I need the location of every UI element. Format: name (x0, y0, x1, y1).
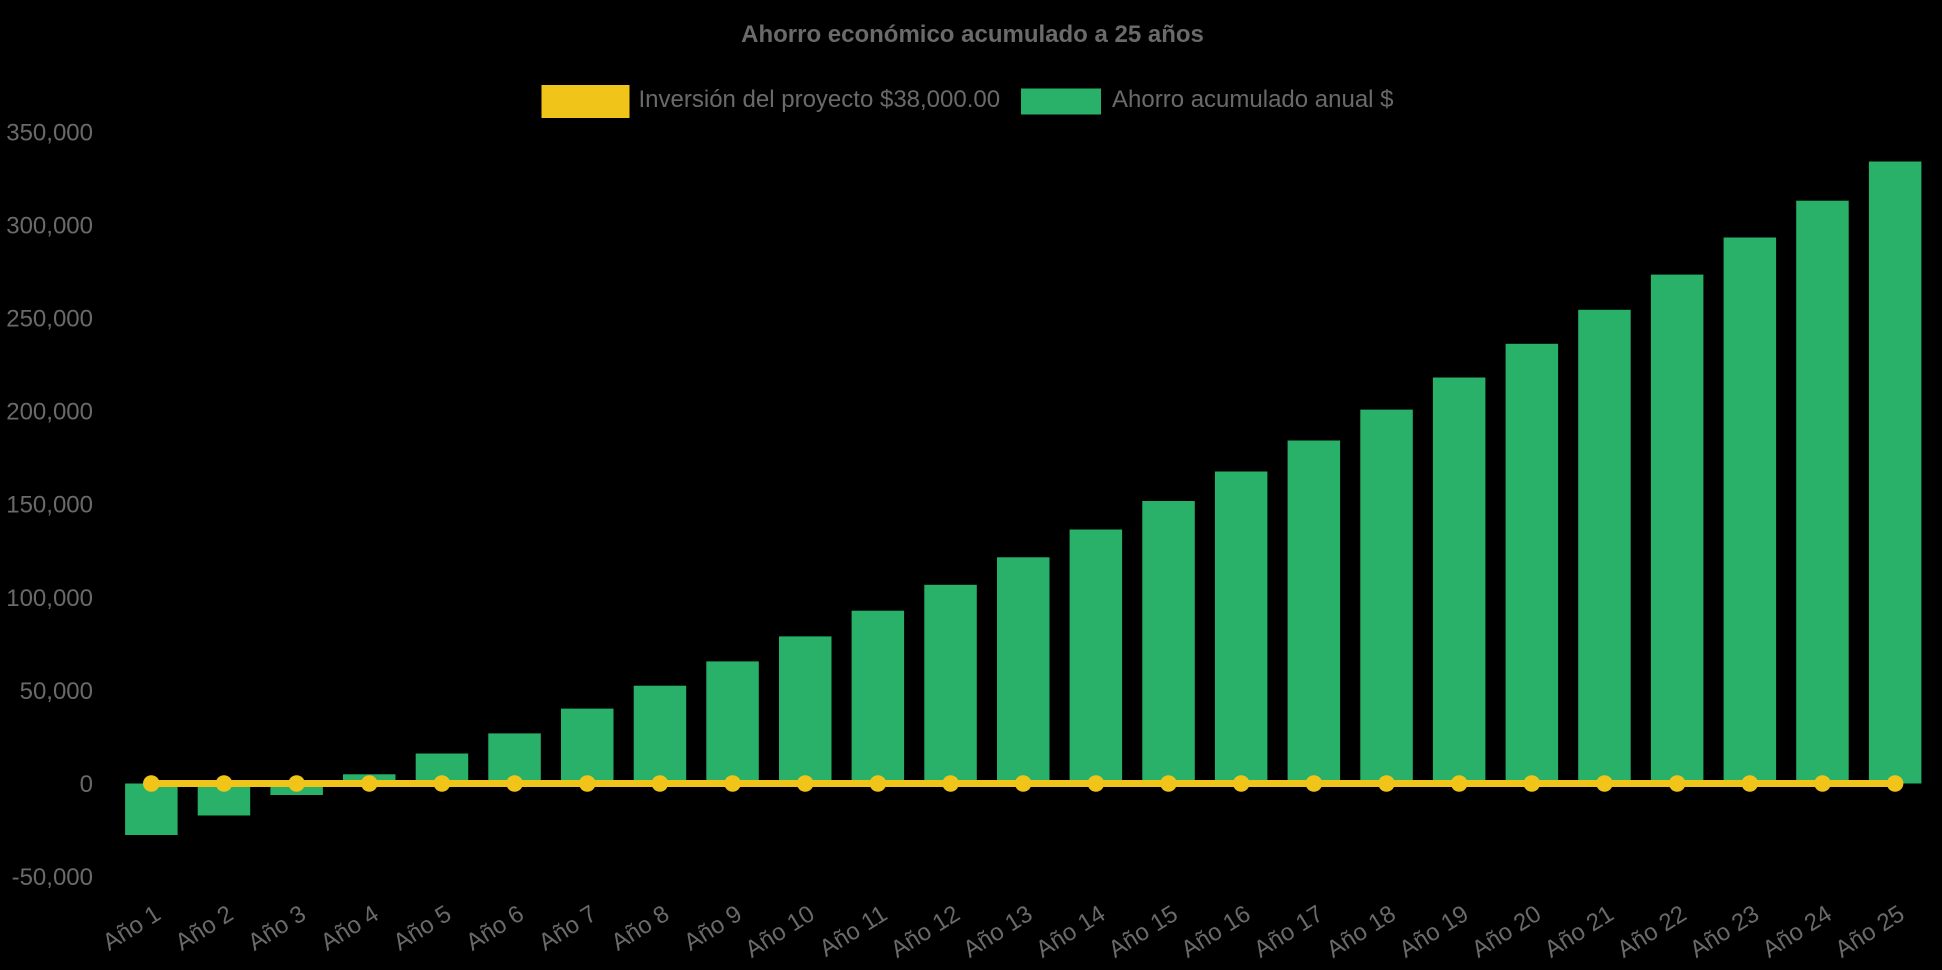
svg-text:100,000: 100,000 (6, 585, 93, 612)
svg-text:Ahorro acumulado anual $: Ahorro acumulado anual $ (1112, 86, 1394, 113)
svg-text:Ahorro económico acumulado a 2: Ahorro económico acumulado a 25 años (741, 21, 1204, 48)
svg-text:150,000: 150,000 (6, 492, 93, 519)
svg-text:-50,000: -50,000 (12, 864, 93, 891)
svg-text:250,000: 250,000 (6, 306, 93, 333)
svg-text:0: 0 (80, 771, 93, 798)
svg-text:Inversión del proyecto $38,000: Inversión del proyecto $38,000.00 (639, 86, 1001, 113)
svg-text:300,000: 300,000 (6, 213, 93, 240)
svg-text:350,000: 350,000 (6, 119, 93, 146)
svg-text:200,000: 200,000 (6, 399, 93, 426)
svg-text:50,000: 50,000 (20, 678, 93, 705)
